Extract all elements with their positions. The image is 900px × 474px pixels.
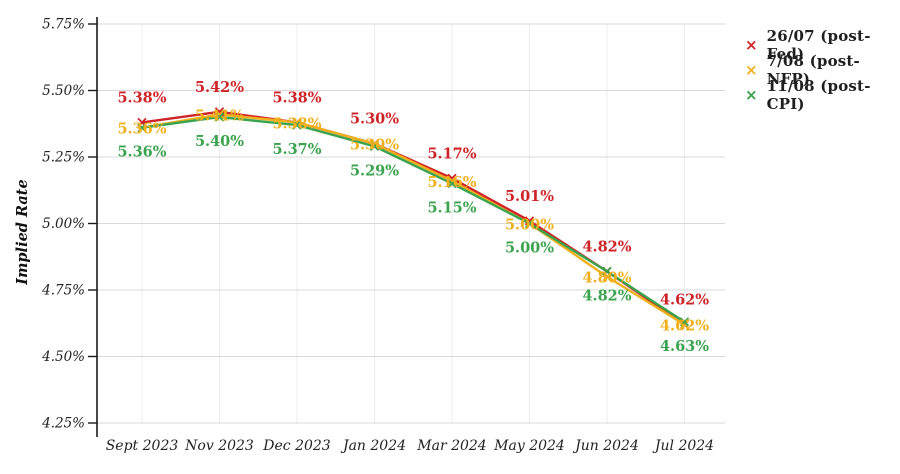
data-label: 5.00%	[505, 217, 554, 234]
series-marker-x-icon	[447, 176, 457, 186]
data-label: 5.00%	[505, 240, 554, 257]
chart-legend: × 26/07 (post-Fed) × 7/08 (post-NFP) × 1…	[745, 27, 900, 113]
y-tick-label: 5.75%	[42, 17, 85, 33]
y-tick-label: 4.50%	[41, 349, 85, 365]
data-label: 4.80%	[582, 270, 631, 287]
data-label: 5.29%	[350, 162, 399, 179]
y-tick-label: 5.00%	[42, 216, 85, 232]
x-tick-label: Sept 2023	[106, 438, 179, 454]
series-marker-x-icon	[602, 266, 612, 277]
legend-x-marker-icon: ×	[745, 85, 758, 104]
data-label: 5.42%	[195, 79, 244, 96]
data-label: 5.01%	[505, 188, 554, 205]
legend-x-marker-icon: ×	[745, 60, 758, 79]
series-marker-x-icon	[137, 123, 147, 133]
x-tick-label: Jan 2024	[340, 438, 406, 454]
x-tick-label: Jul 2024	[652, 438, 714, 454]
y-tick-label: 5.50%	[42, 83, 85, 99]
data-label: 5.37%	[272, 141, 321, 158]
data-label: 5.36%	[117, 121, 166, 138]
series-marker-x-icon	[369, 141, 380, 151]
data-label: 5.38%	[117, 89, 166, 106]
data-label: 5.30%	[350, 137, 399, 154]
series-line-1	[141, 113, 686, 326]
series-marker-x-icon	[292, 120, 302, 130]
series-marker-x-icon	[214, 109, 225, 120]
series-line-2	[141, 115, 686, 323]
series-marker-x-icon	[292, 117, 302, 128]
data-label: 4.62%	[660, 292, 709, 309]
x-tick-label: Mar 2024	[416, 438, 486, 454]
x-tick-label: Jun 2024	[572, 438, 639, 454]
data-label: 5.38%	[272, 89, 321, 106]
y-tick-label: 5.25%	[42, 150, 85, 166]
data-label: 5.40%	[195, 133, 244, 150]
data-label: 5.16%	[427, 174, 476, 191]
series-marker-x-icon	[447, 178, 457, 189]
series-marker-x-icon	[369, 139, 380, 149]
data-label: 5.17%	[427, 145, 476, 162]
data-label: 4.82%	[582, 238, 631, 255]
series-marker-x-icon	[679, 319, 690, 330]
y-axis-title: Implied Rate	[14, 179, 31, 285]
data-label: 5.30%	[350, 111, 399, 128]
y-tick-label: 4.75%	[41, 283, 85, 299]
legend-label: 11/08 (post-CPI)	[766, 77, 871, 113]
legend-x-marker-icon: ×	[745, 35, 758, 54]
series-marker-x-icon	[679, 317, 690, 327]
data-label: 4.82%	[582, 287, 631, 304]
data-label: 5.38%	[272, 115, 321, 132]
x-tick-label: May 2024	[493, 438, 565, 454]
x-tick-label: Dec 2023	[262, 438, 331, 454]
y-tick-label: 4.25%	[41, 416, 85, 432]
data-label: 4.63%	[660, 338, 709, 355]
x-tick-label: Nov 2023	[184, 438, 254, 454]
legend-item-post-nfp: × 7/08 (post-NFP)	[745, 52, 900, 88]
data-label: 5.36%	[117, 144, 166, 161]
series-marker-x-icon	[524, 216, 535, 226]
legend-item-post-fed: × 26/07 (post-Fed)	[745, 27, 900, 63]
legend-label: 7/08 (post-NFP)	[766, 52, 860, 88]
series-marker-x-icon	[214, 112, 225, 122]
data-label: 5.15%	[427, 200, 476, 217]
legend-label: 26/07 (post-Fed)	[766, 27, 871, 63]
data-label: 5.41%	[195, 107, 244, 124]
series-marker-x-icon	[524, 218, 535, 229]
legend-item-post-cpi: × 11/08 (post-CPI)	[745, 77, 900, 113]
data-label: 4.62%	[660, 318, 709, 335]
